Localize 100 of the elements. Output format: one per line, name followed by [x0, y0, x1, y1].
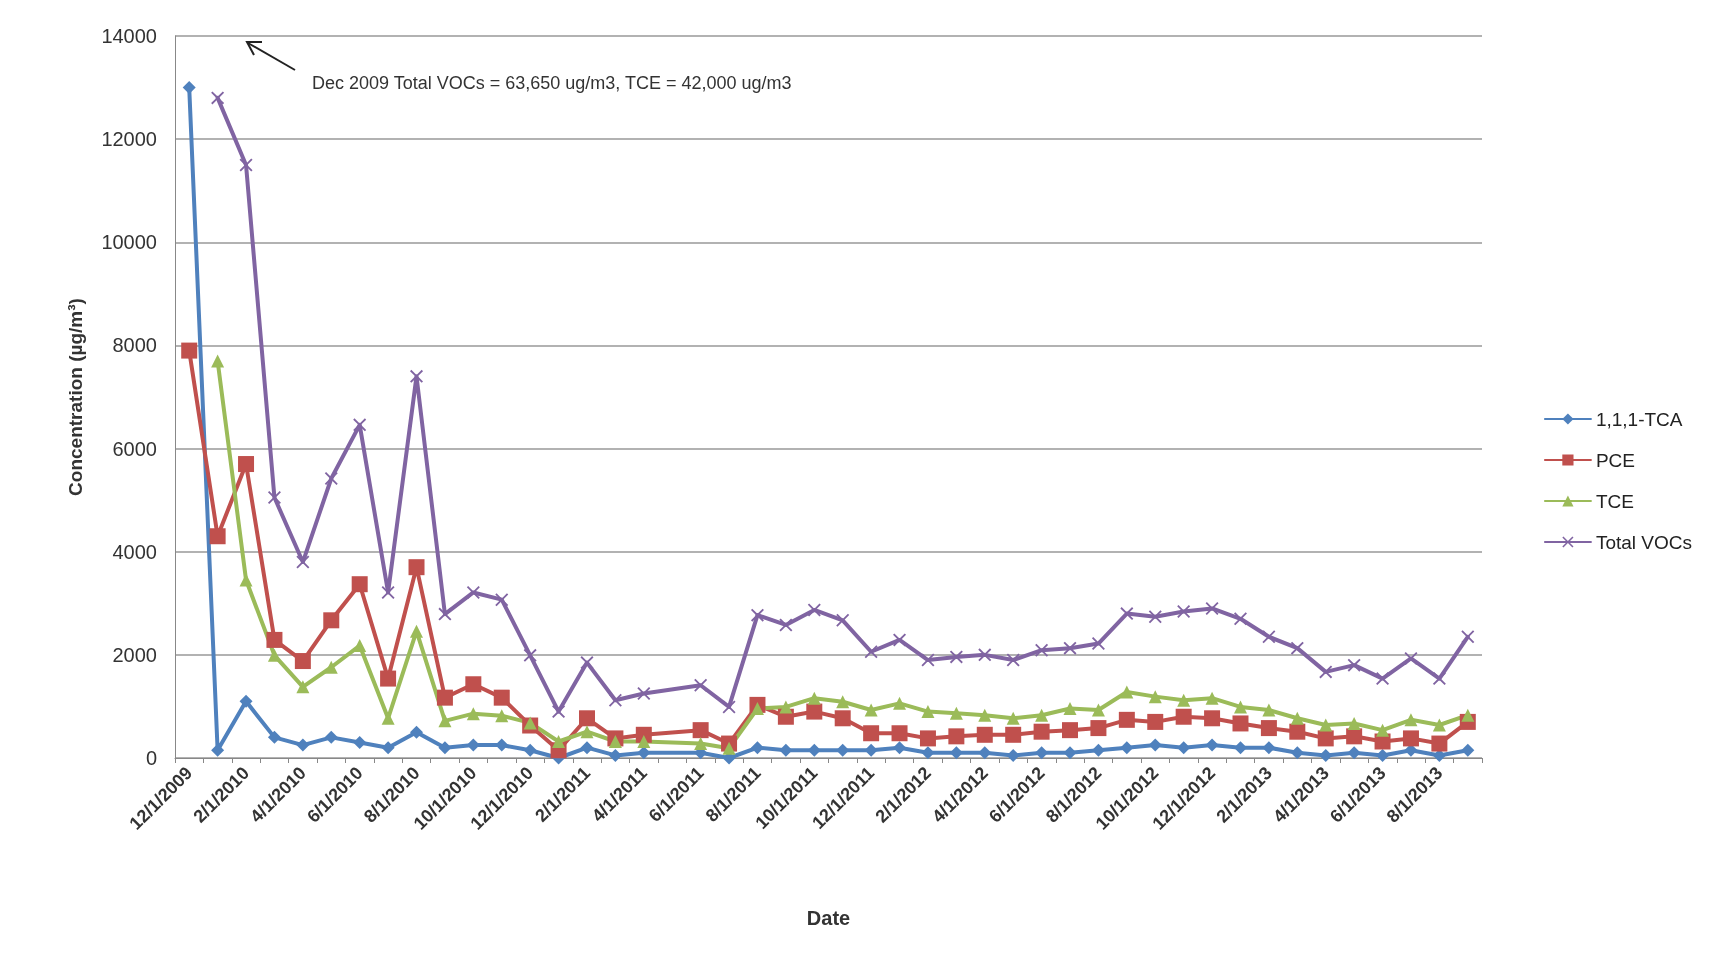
- point: [353, 639, 367, 653]
- point: [296, 555, 310, 569]
- point: [1290, 641, 1304, 655]
- point: [1319, 718, 1333, 732]
- point: [436, 689, 453, 706]
- point: [1432, 672, 1446, 686]
- point: [495, 593, 509, 607]
- point: [1402, 730, 1419, 747]
- point: [921, 705, 935, 719]
- point: [637, 746, 651, 760]
- point: [1461, 743, 1475, 757]
- point: [324, 660, 338, 674]
- point: [694, 678, 708, 692]
- point: [978, 708, 992, 722]
- point: [353, 418, 367, 432]
- point: [919, 730, 936, 747]
- point: [239, 573, 253, 587]
- point: [552, 735, 566, 748]
- point: [1090, 720, 1107, 737]
- point: [864, 645, 878, 659]
- point: [380, 670, 397, 687]
- legend-label: Total VOCs: [1595, 531, 1693, 553]
- point: [209, 528, 226, 545]
- point: [410, 369, 424, 383]
- point: [1376, 672, 1390, 686]
- point: [1120, 607, 1134, 621]
- point: [523, 743, 537, 757]
- y-tick-label: 10000: [101, 231, 157, 254]
- point: [1006, 653, 1020, 667]
- point: [1091, 743, 1105, 757]
- point: [836, 613, 850, 627]
- point: [1347, 716, 1361, 730]
- point: [1006, 711, 1020, 725]
- point: [1177, 693, 1191, 707]
- point: [1063, 641, 1077, 655]
- point: [1177, 605, 1191, 619]
- point: [779, 743, 793, 757]
- point: [1461, 630, 1475, 644]
- point: [1005, 726, 1022, 743]
- point: [637, 735, 651, 748]
- point: [806, 703, 823, 720]
- point: [1432, 718, 1446, 732]
- point: [523, 648, 537, 662]
- point: [438, 714, 452, 728]
- point: [182, 81, 196, 95]
- point: [267, 730, 281, 744]
- point: [1376, 723, 1390, 737]
- point: [580, 725, 594, 739]
- point: [863, 725, 880, 742]
- point: [948, 728, 965, 745]
- point: [976, 726, 993, 743]
- point: [1120, 741, 1134, 755]
- point: [324, 730, 338, 744]
- point: [1120, 685, 1134, 699]
- point: [608, 735, 622, 748]
- point: [1317, 730, 1334, 747]
- legend-label: 1,1,1-TCA: [1595, 408, 1683, 430]
- point: [1148, 738, 1162, 752]
- point: [238, 456, 255, 473]
- point: [1232, 715, 1249, 732]
- point: [465, 676, 482, 693]
- point: [836, 743, 850, 757]
- point: [722, 700, 736, 714]
- point: [1063, 701, 1077, 715]
- point: [1319, 748, 1333, 762]
- point: [864, 743, 878, 757]
- point: [1091, 703, 1105, 717]
- point: [1290, 711, 1304, 725]
- point: [864, 703, 878, 717]
- point: [323, 612, 340, 629]
- point: [949, 746, 963, 760]
- y-tick-label: 14000: [101, 25, 157, 47]
- point: [1233, 612, 1247, 626]
- point: [324, 471, 338, 485]
- point: [893, 741, 907, 755]
- point: [1262, 703, 1276, 717]
- point: [211, 743, 225, 757]
- point: [1347, 746, 1361, 760]
- point: [1035, 708, 1049, 722]
- annotation: Dec 2009 Total VOCs = 63,650 ug/m3, TCE = 42,000 ug/m3: [312, 73, 792, 93]
- point: [1035, 746, 1049, 760]
- point: [978, 648, 992, 662]
- point: [978, 746, 992, 760]
- point: [1062, 722, 1079, 739]
- y-tick-label: 6000: [112, 437, 157, 460]
- point: [353, 736, 367, 750]
- point: [779, 618, 793, 632]
- point: [466, 707, 480, 721]
- point: [1148, 690, 1162, 704]
- point: [1289, 723, 1306, 740]
- point: [949, 706, 963, 720]
- point: [408, 559, 425, 576]
- point: [608, 748, 622, 762]
- point: [1033, 723, 1050, 740]
- point: [466, 585, 480, 599]
- point: [1063, 746, 1077, 760]
- point: [1148, 610, 1162, 624]
- legend-label: PCE: [1595, 449, 1635, 471]
- point: [1233, 700, 1247, 714]
- point: [1431, 735, 1448, 752]
